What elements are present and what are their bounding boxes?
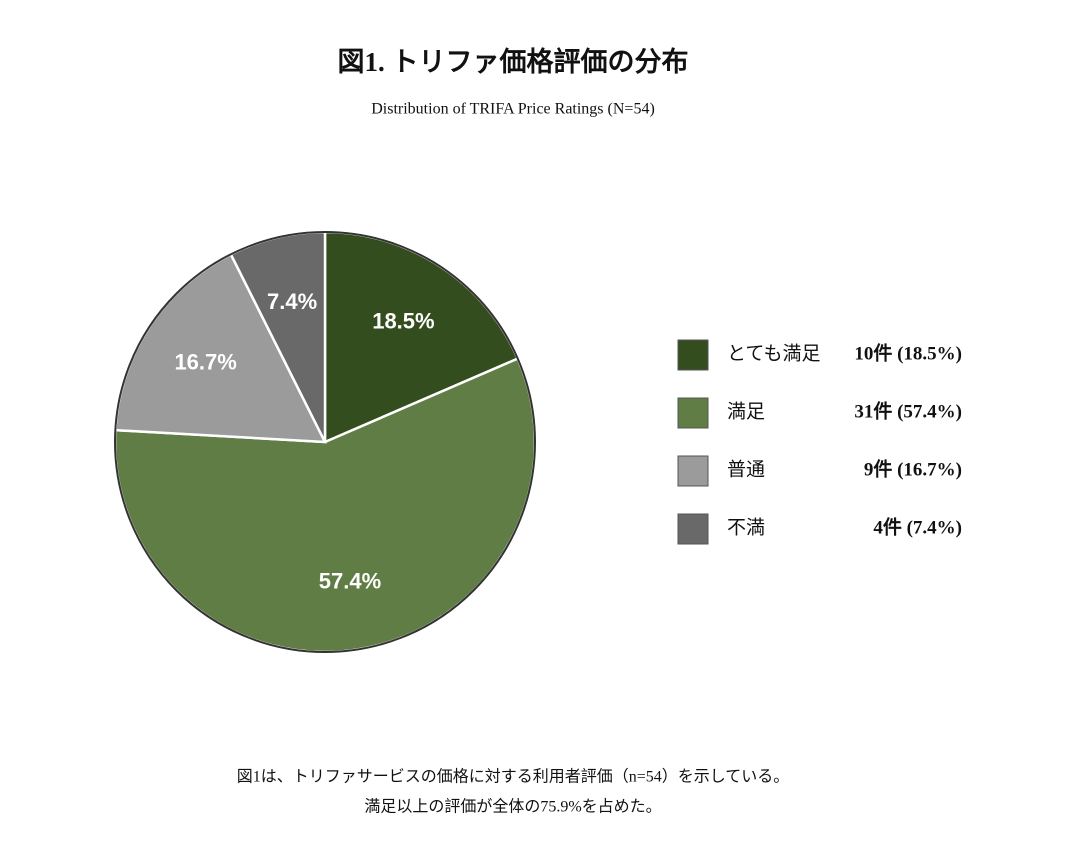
- legend-label: 満足: [727, 400, 765, 422]
- legend-swatch: [677, 397, 709, 429]
- legend-detail: 9件 (16.7%): [864, 457, 962, 480]
- chart-subtitle: Distribution of TRIFA Price Ratings (N=5…: [371, 101, 655, 118]
- legend-label: 普通: [727, 458, 765, 480]
- legend-detail: 10件 (18.5%): [854, 341, 962, 364]
- slice-label: 16.7%: [174, 349, 236, 374]
- slice-label: 57.4%: [319, 568, 381, 593]
- legend-swatch: [677, 339, 709, 371]
- legend-swatch: [677, 455, 709, 487]
- pie-border: [114, 231, 536, 653]
- caption: 満足以上の評価が全体の75.9%を占めた。: [364, 798, 661, 816]
- slice-label: 7.4%: [267, 289, 317, 314]
- legend-detail: 4件 (7.4%): [873, 515, 962, 538]
- legend-detail: 31件 (57.4%): [854, 399, 962, 422]
- chart-title: 図1. トリファ価格評価の分布: [338, 46, 689, 77]
- slice-label: 18.5%: [372, 308, 434, 333]
- caption: 図1は、トリファサービスの価格に対する利用者評価（n=54）を示している。: [237, 768, 790, 786]
- legend-label: 不満: [727, 516, 765, 538]
- legend-label: とても満足: [727, 342, 820, 364]
- legend-swatch: [677, 513, 709, 545]
